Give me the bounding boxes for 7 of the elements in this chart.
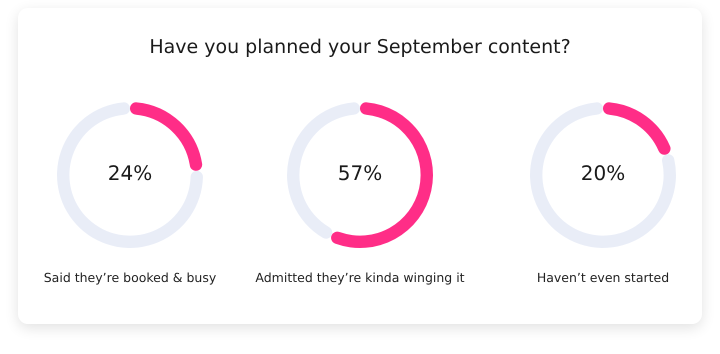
data-label: 20% [580,161,626,186]
data-label: 57% [338,161,382,186]
text: Said they’re booked & busy [42,270,218,285]
text: Haven’t even started [536,270,670,285]
data-label: 24% [108,161,152,186]
text: Admitted they’re kinda winging it [254,270,466,285]
text: Have you planned your September content? [148,36,572,58]
